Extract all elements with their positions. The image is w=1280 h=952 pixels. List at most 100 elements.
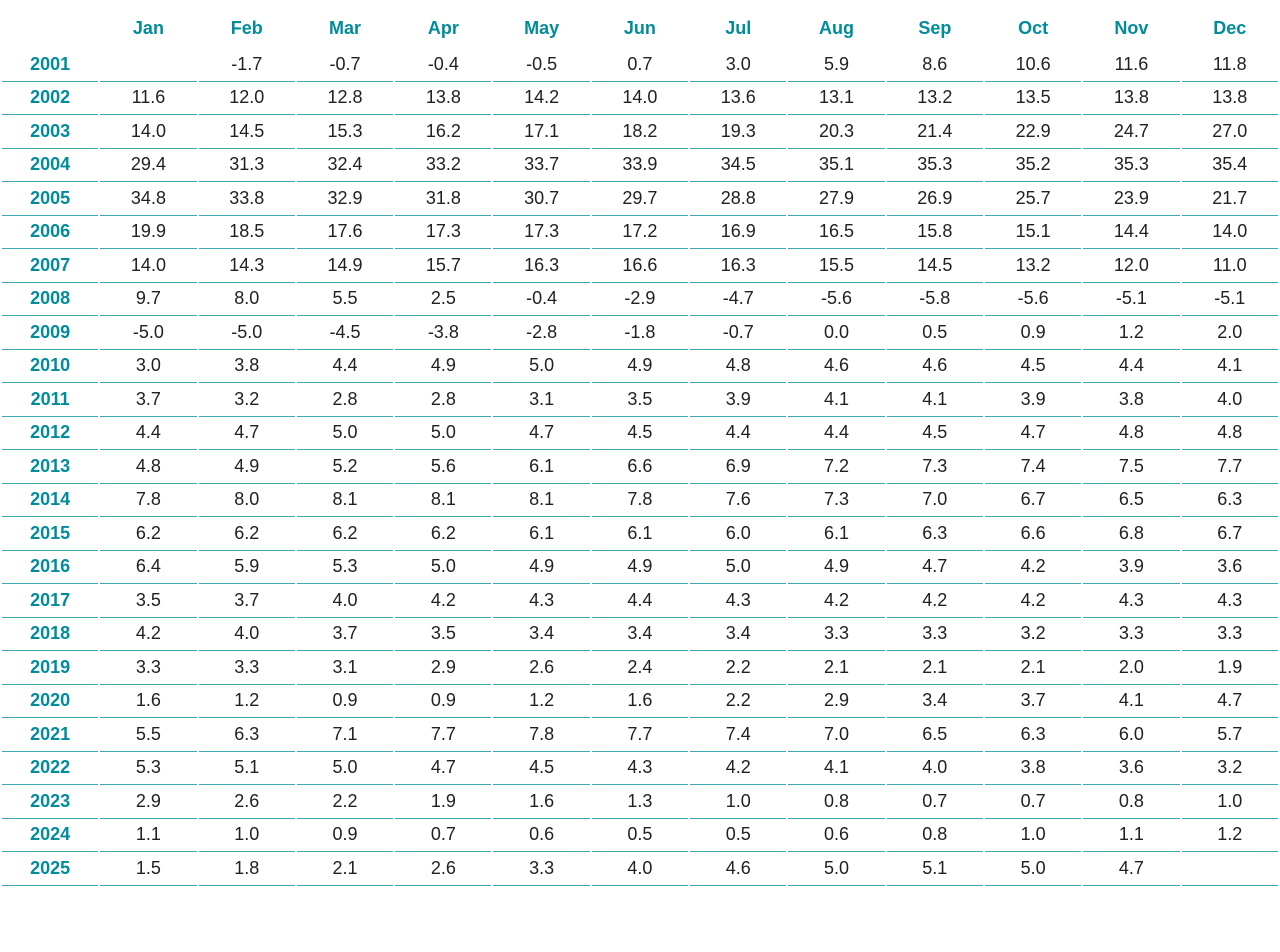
value-cell: 24.7 — [1083, 115, 1180, 149]
value-cell: 4.2 — [788, 584, 885, 618]
value-cell: 5.9 — [198, 551, 295, 584]
value-cell: 8.1 — [395, 484, 492, 517]
value-cell: -5.1 — [1181, 283, 1278, 316]
value-cell: 10.6 — [984, 48, 1082, 82]
value-cell: 4.1 — [1181, 350, 1278, 383]
value-cell: 2.0 — [1181, 316, 1278, 350]
value-cell: 4.7 — [395, 752, 492, 785]
value-cell: 28.8 — [690, 182, 787, 216]
value-cell: 22.9 — [984, 115, 1082, 149]
value-cell: 7.0 — [788, 718, 885, 752]
value-cell: 0.5 — [591, 819, 689, 852]
corner-cell — [2, 0, 98, 48]
row-header-year: 2025 — [2, 852, 99, 886]
value-cell: 6.2 — [296, 517, 394, 551]
row-header-year: 2013 — [2, 450, 99, 484]
value-cell: 5.3 — [296, 551, 394, 584]
value-cell: 7.7 — [591, 718, 689, 752]
table-row: 2013 4.8 4.9 5.2 5.6 6.1 6.6 6.9 7.2 7.3 7.4 7.5 7.7 — [2, 450, 1278, 484]
table-row: 2005 34.8 33.8 32.9 31.8 30.7 29.7 28.8 27.9 26.9… — [2, 182, 1278, 216]
column-header-month: Dec — [1213, 18, 1247, 38]
value-cell: 4.3 — [1083, 584, 1180, 618]
value-cell: 6.9 — [690, 450, 787, 484]
value-cell: 6.5 — [1083, 484, 1180, 517]
value-cell: 35.4 — [1181, 149, 1278, 182]
value-cell: 1.2 — [198, 685, 295, 718]
value-cell: 3.8 — [984, 752, 1082, 785]
value-cell: -4.7 — [690, 283, 787, 316]
value-cell: 7.3 — [788, 484, 885, 517]
value-cell: 3.8 — [198, 350, 295, 383]
value-cell: -1.7 — [198, 48, 295, 82]
value-cell: 2.1 — [984, 651, 1082, 685]
table-row: 2023 2.9 2.6 2.2 1.9 1.6 1.3 1.0 0.8 0.7 0.7 0.8 1.0 — [2, 785, 1278, 819]
value-cell: 0.7 — [591, 48, 689, 82]
value-cell: 4.1 — [788, 752, 885, 785]
value-cell: 1.0 — [1181, 785, 1278, 819]
value-cell: 2.2 — [296, 785, 394, 819]
value-cell: 4.8 — [690, 350, 787, 383]
value-cell: 3.7 — [198, 584, 295, 618]
value-cell: 16.9 — [690, 216, 787, 249]
column-header-month: Apr — [427, 18, 459, 38]
value-cell: 0.9 — [296, 819, 394, 852]
value-cell: 7.8 — [100, 484, 197, 517]
row-header-year: 2010 — [2, 350, 99, 383]
column-header-month: Oct — [1018, 18, 1049, 38]
value-cell: 18.2 — [591, 115, 689, 149]
table-row: 2019 3.3 3.3 3.1 2.9 2.6 2.4 2.2 2.1 2.1 2.1 2.0 1.9 — [2, 651, 1278, 685]
value-cell: 4.0 — [886, 752, 983, 785]
value-cell: 3.0 — [690, 48, 787, 82]
value-cell: 4.7 — [493, 417, 590, 450]
value-cell: 3.4 — [690, 618, 787, 651]
value-cell: 4.7 — [1083, 852, 1180, 886]
value-cell: 5.0 — [788, 852, 885, 886]
value-cell: 3.9 — [1083, 551, 1180, 584]
value-cell: 15.1 — [984, 216, 1082, 249]
row-header-year: 2001 — [2, 48, 99, 82]
value-cell: 15.7 — [395, 249, 492, 283]
value-cell: 4.8 — [1181, 417, 1278, 450]
value-cell: 5.7 — [1181, 718, 1278, 752]
value-cell: 3.0 — [100, 350, 197, 383]
value-cell: 4.5 — [591, 417, 689, 450]
value-cell: 4.5 — [493, 752, 590, 785]
value-cell: 35.2 — [984, 149, 1082, 182]
value-cell: 3.2 — [198, 383, 295, 417]
value-cell: 8.1 — [493, 484, 590, 517]
value-cell: 14.4 — [1083, 216, 1180, 249]
value-cell: 2.5 — [395, 283, 492, 316]
value-cell: 9.7 — [100, 283, 197, 316]
row-header-year: 2021 — [2, 718, 99, 752]
value-cell: 16.3 — [690, 249, 787, 283]
value-cell: 1.0 — [690, 785, 787, 819]
value-cell: 33.7 — [493, 149, 590, 182]
value-cell: 4.2 — [886, 584, 983, 618]
value-cell: 4.9 — [591, 551, 689, 584]
value-cell: 3.3 — [198, 651, 295, 685]
value-cell: 16.5 — [788, 216, 885, 249]
value-cell: 7.7 — [395, 718, 492, 752]
value-cell: 1.9 — [395, 785, 492, 819]
value-cell: 7.5 — [1083, 450, 1180, 484]
value-cell: 5.6 — [395, 450, 492, 484]
value-cell: 2.1 — [788, 651, 885, 685]
value-cell: -0.7 — [690, 316, 787, 350]
row-header-year: 2002 — [2, 82, 99, 115]
column-header-month: Feb — [230, 18, 263, 38]
value-cell: 5.1 — [886, 852, 983, 886]
value-cell: 2.9 — [788, 685, 885, 718]
value-cell: 6.1 — [591, 517, 689, 551]
column-header-month: Jan — [132, 18, 164, 38]
value-cell: 1.6 — [591, 685, 689, 718]
value-cell: 4.2 — [690, 752, 787, 785]
value-cell: 13.6 — [690, 82, 787, 115]
table-row: 2024 1.1 1.0 0.9 0.7 0.6 0.5 0.5 0.6 0.8 1.0 1.1 1.2 — [2, 819, 1278, 852]
value-cell: 7.0 — [886, 484, 983, 517]
value-cell: 7.1 — [296, 718, 394, 752]
row-header-year: 2007 — [2, 249, 99, 283]
value-cell: 0.8 — [1083, 785, 1180, 819]
value-cell: 2.4 — [591, 651, 689, 685]
value-cell: 33.8 — [198, 182, 295, 216]
value-cell: 4.5 — [984, 350, 1082, 383]
